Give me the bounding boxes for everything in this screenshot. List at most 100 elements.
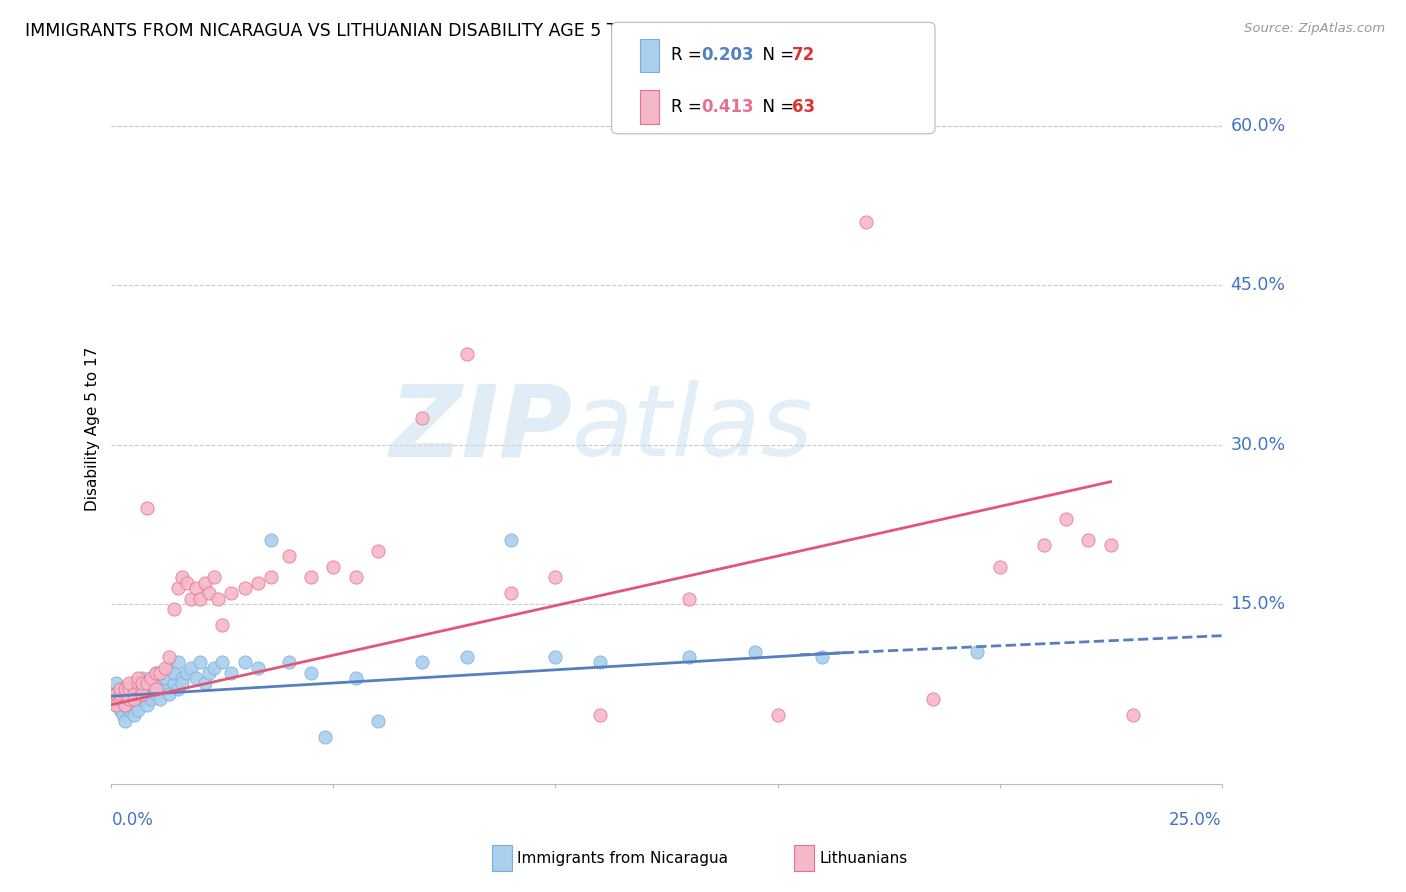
Point xyxy=(149,692,172,706)
Point xyxy=(118,676,141,690)
Point xyxy=(180,660,202,674)
Point xyxy=(149,665,172,680)
Point xyxy=(544,570,567,584)
Point xyxy=(110,687,132,701)
Point xyxy=(1054,512,1077,526)
Point xyxy=(344,570,367,584)
Point xyxy=(544,649,567,664)
Point xyxy=(136,676,159,690)
Text: Lithuanians: Lithuanians xyxy=(820,851,908,865)
Point xyxy=(131,676,153,690)
Point xyxy=(589,655,612,669)
Point xyxy=(411,411,433,425)
Text: N =: N = xyxy=(752,98,800,116)
Point xyxy=(122,708,145,723)
Point xyxy=(162,676,184,690)
Point xyxy=(118,692,141,706)
Point xyxy=(456,347,478,361)
Point xyxy=(966,644,988,658)
Text: 45.0%: 45.0% xyxy=(1230,277,1285,294)
Point xyxy=(122,692,145,706)
Point xyxy=(922,692,945,706)
Point xyxy=(145,687,167,701)
Point xyxy=(131,681,153,696)
Point xyxy=(131,681,153,696)
Point xyxy=(131,671,153,685)
Text: 0.203: 0.203 xyxy=(702,46,754,64)
Point xyxy=(167,581,190,595)
Point xyxy=(180,591,202,606)
Point xyxy=(127,671,149,685)
Point xyxy=(278,549,301,563)
Point xyxy=(104,698,127,712)
Point xyxy=(211,618,233,632)
Point xyxy=(153,660,176,674)
Point xyxy=(589,708,612,723)
Point xyxy=(678,649,700,664)
Point xyxy=(198,665,221,680)
Point xyxy=(246,575,269,590)
Point xyxy=(114,698,136,712)
Point xyxy=(811,649,834,664)
Point xyxy=(367,714,389,728)
Point xyxy=(194,676,217,690)
Point xyxy=(145,665,167,680)
Text: ZIP: ZIP xyxy=(389,380,572,477)
Point xyxy=(110,681,132,696)
Point xyxy=(114,681,136,696)
Point xyxy=(278,655,301,669)
Point xyxy=(149,676,172,690)
Point xyxy=(221,665,243,680)
Point xyxy=(104,687,127,701)
Text: IMMIGRANTS FROM NICARAGUA VS LITHUANIAN DISABILITY AGE 5 TO 17 CORRELATION CHART: IMMIGRANTS FROM NICARAGUA VS LITHUANIAN … xyxy=(25,22,853,40)
Point xyxy=(141,671,163,685)
Point xyxy=(104,698,127,712)
Point xyxy=(167,681,190,696)
Point xyxy=(157,687,180,701)
Point xyxy=(322,559,344,574)
Point xyxy=(456,649,478,664)
Point xyxy=(118,692,141,706)
Point xyxy=(131,692,153,706)
Point xyxy=(184,581,207,595)
Point xyxy=(202,570,225,584)
Point xyxy=(194,575,217,590)
Point xyxy=(110,692,132,706)
Point xyxy=(127,703,149,717)
Point xyxy=(104,676,127,690)
Point xyxy=(114,714,136,728)
Point xyxy=(233,655,256,669)
Text: N =: N = xyxy=(752,46,800,64)
Point xyxy=(110,681,132,696)
Point xyxy=(176,575,198,590)
Point xyxy=(110,703,132,717)
Point xyxy=(207,591,229,606)
Point xyxy=(145,665,167,680)
Point xyxy=(299,570,322,584)
Point xyxy=(122,676,145,690)
Point xyxy=(411,655,433,669)
Point xyxy=(202,660,225,674)
Point xyxy=(162,602,184,616)
Point xyxy=(499,586,522,600)
Point xyxy=(299,665,322,680)
Point xyxy=(127,687,149,701)
Point xyxy=(678,591,700,606)
Text: 30.0%: 30.0% xyxy=(1230,435,1285,453)
Text: 60.0%: 60.0% xyxy=(1230,117,1285,135)
Point xyxy=(988,559,1011,574)
Point xyxy=(233,581,256,595)
Point xyxy=(122,703,145,717)
Point xyxy=(107,692,129,706)
Point xyxy=(157,649,180,664)
Point xyxy=(172,676,194,690)
Y-axis label: Disability Age 5 to 17: Disability Age 5 to 17 xyxy=(86,346,100,511)
Point xyxy=(141,671,163,685)
Point xyxy=(167,655,190,669)
Point xyxy=(198,586,221,600)
Text: R =: R = xyxy=(671,46,707,64)
Point xyxy=(1077,533,1099,548)
Point xyxy=(103,692,125,706)
Point xyxy=(172,671,194,685)
Point xyxy=(188,591,211,606)
